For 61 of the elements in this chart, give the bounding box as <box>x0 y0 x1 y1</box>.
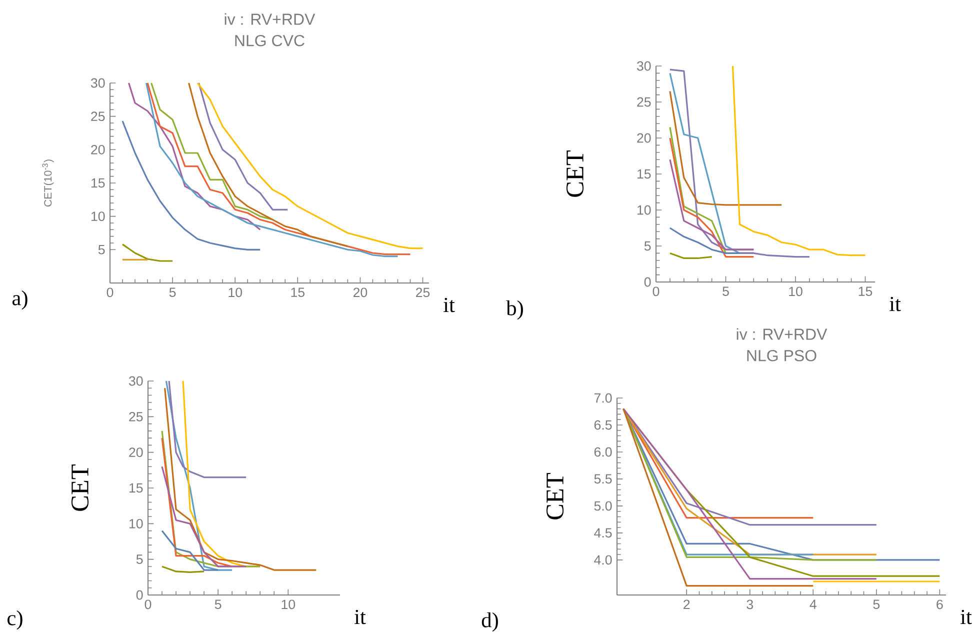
text: b) <box>506 300 523 320</box>
x-tick-label: 10 <box>282 600 296 610</box>
x-tick-label: 3 <box>746 600 754 610</box>
y-tick-label: 30 <box>128 376 143 386</box>
x-tick-label: 2 <box>684 600 690 610</box>
x-tick-label: 25 <box>416 288 430 298</box>
y-tick-label: 6.5 <box>594 420 612 430</box>
x-tick-label: 5 <box>722 286 729 296</box>
x-tick-label: 4 <box>810 600 816 609</box>
y-tick-label: 7.0 <box>594 393 612 403</box>
chart-title: iv : RV+RDV <box>224 13 316 25</box>
chart-title: iv : RV+RDV <box>736 328 828 340</box>
x-tick-label: 6 <box>936 600 943 610</box>
y-tick-label: 10 <box>91 212 105 222</box>
y-tick-label: 15 <box>637 169 651 179</box>
text: d) <box>482 612 498 632</box>
y-tick-label: 5 <box>98 245 105 254</box>
y-tick-label: 4.0 <box>594 555 612 565</box>
y-tick-label: 10 <box>129 518 143 528</box>
x-axis-title: it <box>444 298 455 312</box>
x-tick-label: 0 <box>652 286 660 296</box>
y-tick-label: 20 <box>91 144 105 154</box>
y-tick-label: 5.0 <box>594 501 612 511</box>
y-tick-label: 25 <box>129 412 143 422</box>
x-axis-title: it <box>354 610 366 624</box>
x-tick-label: 10 <box>228 288 242 298</box>
text: a) <box>12 290 28 310</box>
x-axis-title: it <box>960 610 972 624</box>
y-axis-title: CET <box>71 464 89 511</box>
y-tick-label: 20 <box>637 133 651 143</box>
y-axis-title: CET <box>546 472 564 520</box>
x-tick-label: 20 <box>353 288 368 298</box>
y-tick-label: 15 <box>91 178 105 188</box>
x-tick-label: 15 <box>291 288 305 298</box>
y-tick-label: 25 <box>637 97 651 107</box>
y-tick-label: 5 <box>136 554 143 564</box>
x-tick-label: 0 <box>144 600 152 610</box>
y-tick-label: 20 <box>129 448 143 458</box>
y-tick-label: 30 <box>90 78 105 88</box>
y-tick-label: 15 <box>129 483 143 493</box>
y-tick-label: 30 <box>636 61 651 71</box>
x-axis-title: it <box>890 296 901 312</box>
chart-subtitle: NLG CVC <box>235 34 304 46</box>
x-tick-label: 10 <box>789 286 802 296</box>
x-tick-label: 0 <box>106 288 114 298</box>
x-tick-label: 15 <box>858 286 872 296</box>
y-tick-label: 4.5 <box>594 528 612 538</box>
chart-subtitle: NLG PSO <box>747 350 816 362</box>
x-tick-label: 5 <box>169 288 176 298</box>
y-tick-label: 10 <box>637 205 651 215</box>
y-tick-label: 0 <box>136 590 143 600</box>
y-tick-label: 5.5 <box>594 474 612 484</box>
y-axis-title: CET(10$^{-3}$) <box>42 160 54 206</box>
x-tick-label: 5 <box>873 600 880 610</box>
y-axis-title: CET <box>566 150 584 197</box>
y-tick-label: 6.0 <box>594 447 612 457</box>
y-tick-label: 5 <box>644 241 651 251</box>
y-tick-label: 0 <box>644 277 651 287</box>
x-tick-label: 5 <box>214 600 222 610</box>
y-tick-label: 25 <box>91 112 105 122</box>
text: c) <box>8 610 22 630</box>
